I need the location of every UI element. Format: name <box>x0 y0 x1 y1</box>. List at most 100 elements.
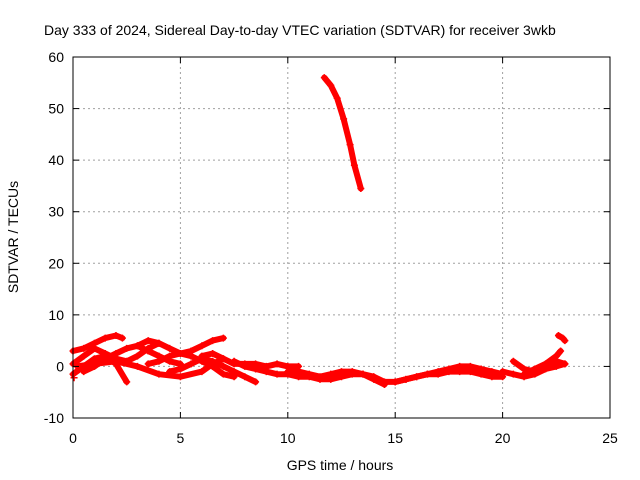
data-point <box>155 339 163 347</box>
data-point <box>144 337 152 345</box>
data-point <box>391 378 399 386</box>
data-point <box>219 334 227 342</box>
data-point <box>112 357 120 365</box>
data-point <box>101 334 109 342</box>
data-point <box>380 378 388 386</box>
data-point <box>133 352 141 360</box>
data-point <box>155 370 163 378</box>
data-point <box>80 368 88 376</box>
data-point <box>531 365 539 373</box>
data-point <box>90 344 98 352</box>
data-point <box>357 185 365 193</box>
data-point <box>557 347 565 355</box>
x-tick-label: 15 <box>387 430 403 446</box>
y-tick-label: 40 <box>48 152 64 168</box>
outlier-point <box>70 374 78 382</box>
data-point <box>434 368 442 376</box>
data-point <box>176 350 184 358</box>
data-point <box>327 370 335 378</box>
data-point <box>90 362 98 370</box>
data-point <box>305 370 313 378</box>
data-point <box>320 74 328 82</box>
data-point <box>80 344 88 352</box>
data-point <box>561 337 569 345</box>
plot-frame <box>72 56 611 419</box>
x-tick-label: 0 <box>69 430 77 446</box>
data-point <box>561 360 569 368</box>
data-point <box>219 355 227 363</box>
chart-title: Day 333 of 2024, Sidereal Day-to-day VTE… <box>44 22 556 38</box>
data-point <box>123 344 131 352</box>
data-point <box>187 360 195 368</box>
data-point <box>338 368 345 376</box>
data-point <box>209 337 217 345</box>
x-tick-label: 25 <box>602 430 618 446</box>
y-tick-label: 30 <box>48 204 64 220</box>
x-axis-label: GPS time / hours <box>287 457 394 473</box>
data-point <box>198 352 206 360</box>
data-point <box>209 350 217 358</box>
data-point <box>284 368 292 376</box>
y-axis-label: SDTVAR / TECUs <box>5 181 21 293</box>
series-track-h <box>166 355 260 386</box>
data-point <box>155 357 163 365</box>
data-point <box>166 368 174 376</box>
series-track-r <box>554 331 569 345</box>
data-point <box>252 378 260 386</box>
data-point <box>123 378 131 386</box>
y-tick-label: 60 <box>48 49 64 65</box>
data-point <box>187 352 195 360</box>
data-point <box>370 373 378 381</box>
data-point <box>219 370 227 378</box>
data-point <box>112 331 120 339</box>
data-point <box>295 368 303 376</box>
data-point <box>333 94 341 102</box>
data-point <box>445 365 453 373</box>
data-point <box>327 81 335 89</box>
data-point <box>466 362 474 370</box>
data-point <box>262 368 270 376</box>
y-tick-label: 50 <box>48 101 64 117</box>
data-point <box>316 373 324 381</box>
series-line <box>321 74 364 192</box>
data-point <box>509 357 517 365</box>
data-point <box>209 357 217 365</box>
data-point <box>554 331 562 339</box>
data-series <box>69 74 569 388</box>
data-point <box>144 360 152 368</box>
series-track-l <box>320 74 365 193</box>
data-point <box>166 344 174 352</box>
y-tick-label: 0 <box>56 358 64 374</box>
data-point <box>230 357 238 365</box>
data-point <box>198 368 206 376</box>
data-point <box>198 342 206 350</box>
data-point <box>542 360 550 368</box>
x-tick-label: 5 <box>177 430 185 446</box>
y-tick-label: 20 <box>48 255 64 271</box>
data-point <box>477 365 485 373</box>
data-point <box>350 161 358 169</box>
axis-ticks: 0 5 10 15 20 25 -10 0 10 20 30 40 50 60 <box>44 49 618 446</box>
series-line <box>198 350 302 370</box>
data-point <box>166 352 174 360</box>
data-point <box>402 375 410 383</box>
data-point <box>273 360 281 368</box>
data-point <box>413 373 421 381</box>
data-point <box>252 365 260 373</box>
data-point <box>176 373 184 381</box>
data-point <box>423 370 431 378</box>
data-point <box>133 362 141 370</box>
x-tick-label: 20 <box>495 430 511 446</box>
data-point <box>80 352 88 360</box>
y-tick-label: -10 <box>44 410 64 426</box>
data-point <box>359 370 367 378</box>
data-point <box>241 373 249 381</box>
data-point <box>112 350 120 358</box>
series-track-a <box>69 331 126 355</box>
data-point <box>273 370 281 378</box>
data-point <box>509 370 517 378</box>
data-point <box>219 362 227 370</box>
data-point <box>340 115 348 123</box>
series-track-q <box>520 347 565 378</box>
